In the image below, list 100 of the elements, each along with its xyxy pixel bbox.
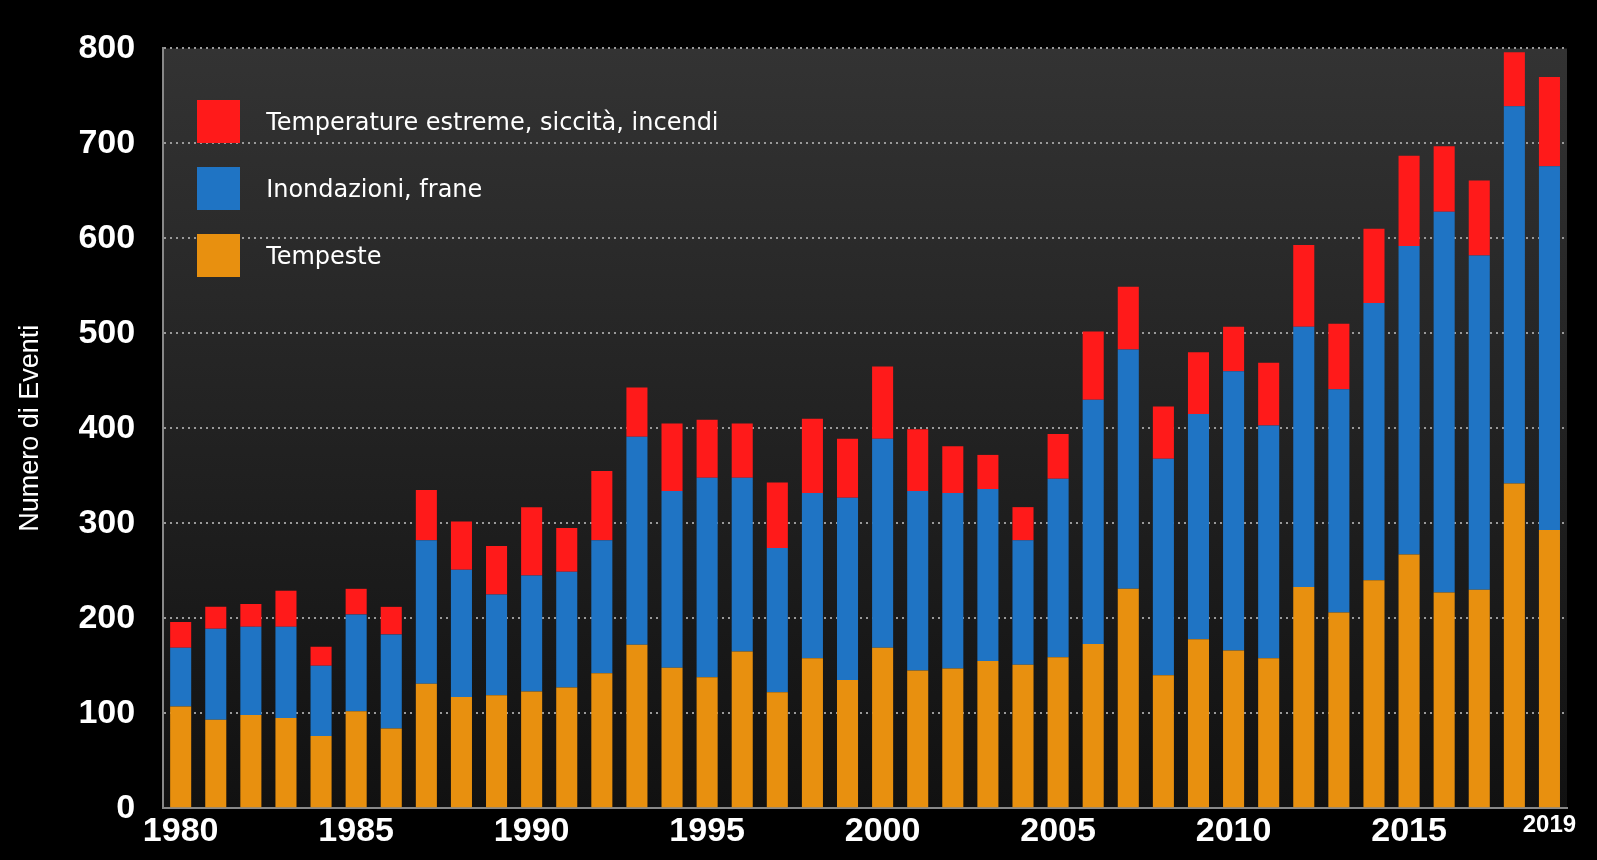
bar [1398,554,1420,808]
bar [1433,146,1455,212]
bar [1047,434,1069,479]
bar [556,528,578,572]
bar [801,418,823,493]
bar [661,423,683,491]
bar [942,492,964,669]
x-tick-label: 2005 [1020,809,1096,848]
bar [977,454,999,490]
bar [626,644,648,808]
bar [1468,589,1490,808]
bar [310,736,332,808]
bar [275,626,297,718]
bar [240,626,262,716]
bar [1538,529,1560,808]
bar [1082,331,1104,400]
bar [1012,507,1034,541]
legend-label: Temperature estreme, siccità, incendi [266,107,719,136]
bar [731,477,753,652]
bar [1117,588,1139,808]
x-tick-label: 2010 [1195,809,1272,848]
bar [977,489,999,661]
bar [1117,286,1139,350]
x-tick-label: 1990 [493,809,570,848]
bar [556,571,578,688]
bar [275,717,297,808]
bar [1012,540,1034,665]
bar [626,387,648,437]
y-tick-label: 700 [78,121,136,160]
bar [380,634,402,729]
bar [1503,52,1525,107]
x-tick-label: 1980 [142,809,219,848]
bar [1468,255,1490,590]
bar [731,423,753,478]
bar [801,492,823,659]
bar [1468,180,1490,256]
bar [872,647,894,808]
bar [1047,478,1069,658]
bar [1082,399,1104,644]
bar [1328,612,1350,808]
bar [1363,580,1385,808]
bar [766,692,788,808]
x-tick-label: 2019 [1522,810,1577,838]
bar [1082,643,1104,808]
bar [310,665,332,737]
bar [1433,211,1455,593]
bar [450,521,472,570]
bar [872,438,894,648]
bar [661,667,683,808]
bar [1258,658,1280,808]
bar [1117,349,1139,589]
bar [661,490,683,668]
y-tick-label: 200 [78,596,136,635]
bar [205,606,227,629]
bar [415,540,437,684]
bar [486,546,508,595]
bar [170,622,192,648]
bar [1293,586,1315,808]
bar [486,695,508,808]
bar [205,628,227,720]
y-tick-label: 600 [78,216,136,255]
bar [380,606,402,635]
y-tick-label: 100 [78,691,136,730]
bar [872,366,894,439]
y-tick-label: 400 [78,406,136,445]
bar [1187,352,1210,415]
bar [1503,106,1525,484]
bar [591,673,613,808]
bar [1293,245,1315,327]
bar [1398,245,1420,555]
bar [1433,592,1455,808]
y-tick-label: 0 [116,786,136,825]
bar [486,594,508,696]
bar [907,490,929,671]
bar [1258,425,1280,659]
bar [1363,228,1385,303]
bar [836,679,859,808]
bar [907,670,929,808]
bar [556,687,578,808]
bar [450,697,472,808]
bar [1223,371,1245,651]
y-tick-label: 800 [78,26,136,65]
bar [345,588,367,615]
bar [1223,326,1245,372]
bar [1152,458,1174,676]
bar [1538,76,1560,167]
bar [977,660,999,808]
bar [1187,414,1210,640]
bar [170,647,192,707]
x-tick-label: 1995 [669,809,745,848]
bar [1538,166,1560,530]
bar [240,604,262,627]
bar [1363,302,1385,581]
bar [836,438,859,498]
bar [345,711,367,808]
bar [415,490,437,541]
y-tick-label: 500 [78,311,136,350]
bar [1187,639,1210,808]
bar [836,497,859,680]
bar [205,719,227,808]
